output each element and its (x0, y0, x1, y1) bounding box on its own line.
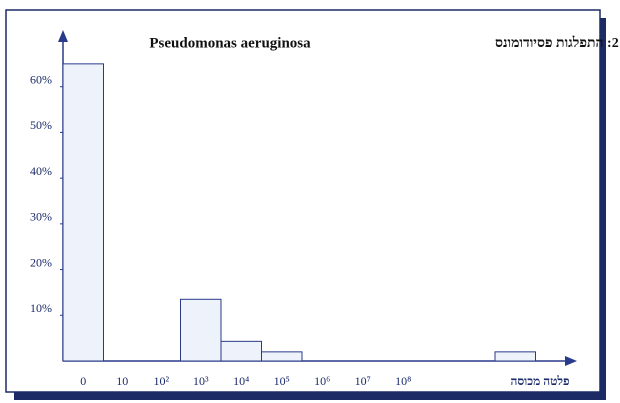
y-tick-label: 20% (30, 255, 52, 269)
x-tick-label: פלטה מכוסה (510, 374, 569, 388)
x-tick-label: 10⁷ (355, 374, 371, 388)
bar (62, 63, 104, 362)
chart-subtitle: גרף 2: התפלגות פסיודומונס (495, 35, 620, 51)
x-tick-label: 0 (80, 374, 86, 388)
y-tick-label: 40% (30, 164, 52, 178)
x-tick-label: 10² (153, 374, 169, 388)
x-tick-label: 10⁸ (395, 374, 411, 388)
bar (494, 351, 536, 362)
x-tick-label: 10⁴ (233, 374, 249, 388)
y-axis-arrow (58, 30, 68, 42)
bar (220, 340, 262, 362)
chart-title: Pseudomonas aeruginosa (149, 35, 311, 51)
bar (180, 298, 222, 362)
panel (5, 9, 601, 393)
x-tick-label: 10 (116, 374, 128, 388)
x-tick-label: 10⁵ (274, 374, 290, 388)
x-tick-label: 10⁶ (314, 374, 330, 388)
x-tick-label: 10³ (193, 374, 209, 388)
y-tick-label: 10% (30, 301, 52, 315)
y-tick-label: 50% (30, 118, 52, 132)
y-tick-label: 60% (30, 72, 52, 86)
bar (261, 351, 303, 362)
y-tick-label: 30% (30, 210, 52, 224)
x-axis-arrow (565, 356, 577, 366)
